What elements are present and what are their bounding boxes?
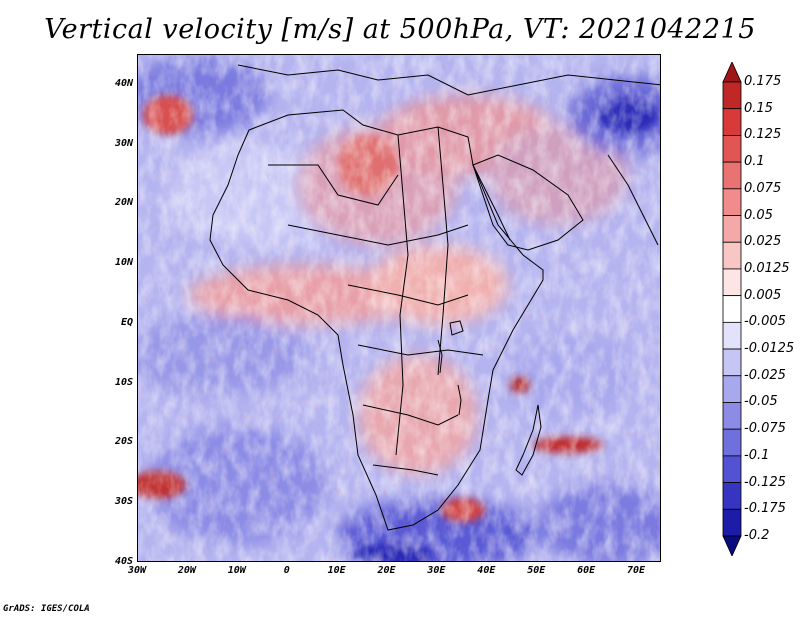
- colorbar: [722, 62, 742, 556]
- colorbar-tick-label: -0.1: [744, 447, 770, 463]
- colorbar-swatch: [722, 402, 742, 430]
- border-d: [357, 344, 484, 356]
- africa-coastline: [209, 109, 544, 531]
- india-coast: [607, 154, 659, 246]
- colorbar-tick-label: 0.175: [744, 74, 782, 89]
- lat-tick-label: 30N: [114, 137, 133, 149]
- lon-tick-label: 30W: [127, 565, 147, 576]
- lat-tick-label: 30S: [114, 496, 133, 508]
- colorbar-swatch: [722, 508, 742, 537]
- colorbar-tick-label: 0.005: [744, 287, 782, 303]
- colorbar-top-arrow: [722, 62, 742, 83]
- colorbar-swatch: [722, 268, 742, 297]
- colorbar-tick-label: -0.2: [744, 528, 770, 543]
- colorbar-tick-label: 0.15: [744, 100, 773, 116]
- colorbar-tick-label: -0.0125: [744, 341, 795, 357]
- red-sea: [472, 164, 511, 241]
- border-e: [362, 404, 459, 426]
- colorbar-swatch: [722, 161, 742, 190]
- lon-tick-label: 70E: [627, 565, 646, 576]
- lat-tick-label: 10N: [114, 257, 133, 269]
- lon-tick-label: 10W: [227, 565, 246, 576]
- colorbar-tick-label: -0.175: [744, 501, 786, 517]
- velocity-field-map: [138, 55, 660, 561]
- colorbar-swatch: [722, 482, 742, 510]
- colorbar-bottom-arrow: [722, 535, 742, 556]
- lon-tick-label: 20W: [177, 565, 196, 576]
- colorbar-swatch: [722, 455, 742, 483]
- border-c: [347, 284, 469, 306]
- colorbar-swatch: [722, 241, 742, 270]
- field-texture-red: [138, 55, 660, 561]
- lon-tick-label: 40E: [477, 565, 496, 576]
- colorbar-swatch: [722, 188, 742, 216]
- border-g: [395, 134, 409, 456]
- lat-tick-label: 20S: [114, 436, 133, 448]
- colorbar-swatch: [722, 295, 742, 323]
- lon-tick-label: 30E: [427, 565, 446, 576]
- lon-tick-label: 0: [283, 565, 290, 576]
- colorbar-tick-label: -0.025: [744, 367, 786, 383]
- colorbar-tick-label: 0.1: [744, 154, 765, 170]
- lat-tick-label: 20N: [114, 197, 133, 209]
- colorbar-swatch: [722, 428, 742, 457]
- coastlines: [209, 64, 660, 531]
- colorbar-tick-label: -0.075: [744, 421, 786, 437]
- lon-tick-label: 10E: [327, 565, 346, 576]
- lake-malawi: [457, 384, 462, 416]
- colorbar-swatch: [722, 135, 742, 163]
- colorbar-swatch: [722, 215, 742, 243]
- map-title: Vertical velocity [m/s] at 500hPa, VT: 2…: [44, 14, 756, 45]
- colorbar-swatch: [722, 108, 742, 136]
- border-a: [268, 164, 399, 206]
- border-b: [287, 224, 469, 246]
- colorbar-tick-label: 0.05: [744, 207, 773, 223]
- lat-tick-label: 10S: [114, 376, 133, 388]
- lake-tanganyika: [437, 339, 443, 374]
- colorbar-tick-label: -0.125: [744, 474, 786, 490]
- colorbar-tick-label: 0.0125: [744, 260, 790, 276]
- lat-tick-label: EQ: [120, 316, 133, 328]
- colorbar-tick-label: 0.075: [744, 180, 782, 196]
- lat-tick-label: 40S: [114, 556, 133, 567]
- colorbar-tick-label: -0.005: [744, 314, 786, 330]
- colorbar-tick-label: 0.025: [744, 234, 782, 250]
- madagascar: [515, 404, 542, 476]
- lon-tick-label: 60E: [577, 565, 596, 576]
- europe-coast: [237, 64, 660, 96]
- lat-tick-label: 40N: [114, 77, 133, 89]
- border-f: [372, 464, 439, 476]
- border-h: [437, 126, 449, 376]
- colorbar-swatch: [722, 81, 742, 110]
- map-panel: [137, 54, 661, 562]
- colorbar-swatch: [722, 321, 742, 350]
- lon-tick-label: 50E: [527, 565, 546, 576]
- footer-credit: GrADS: IGES/COLA: [3, 604, 90, 614]
- colorbar-swatch: [722, 375, 742, 403]
- colorbar-tick-label: 0.125: [744, 127, 782, 143]
- colorbar-swatch: [722, 348, 742, 377]
- lake-victoria: [449, 320, 464, 336]
- colorbar-tick-label: -0.05: [744, 394, 778, 410]
- arabia: [472, 154, 584, 251]
- lon-tick-label: 20E: [377, 565, 396, 576]
